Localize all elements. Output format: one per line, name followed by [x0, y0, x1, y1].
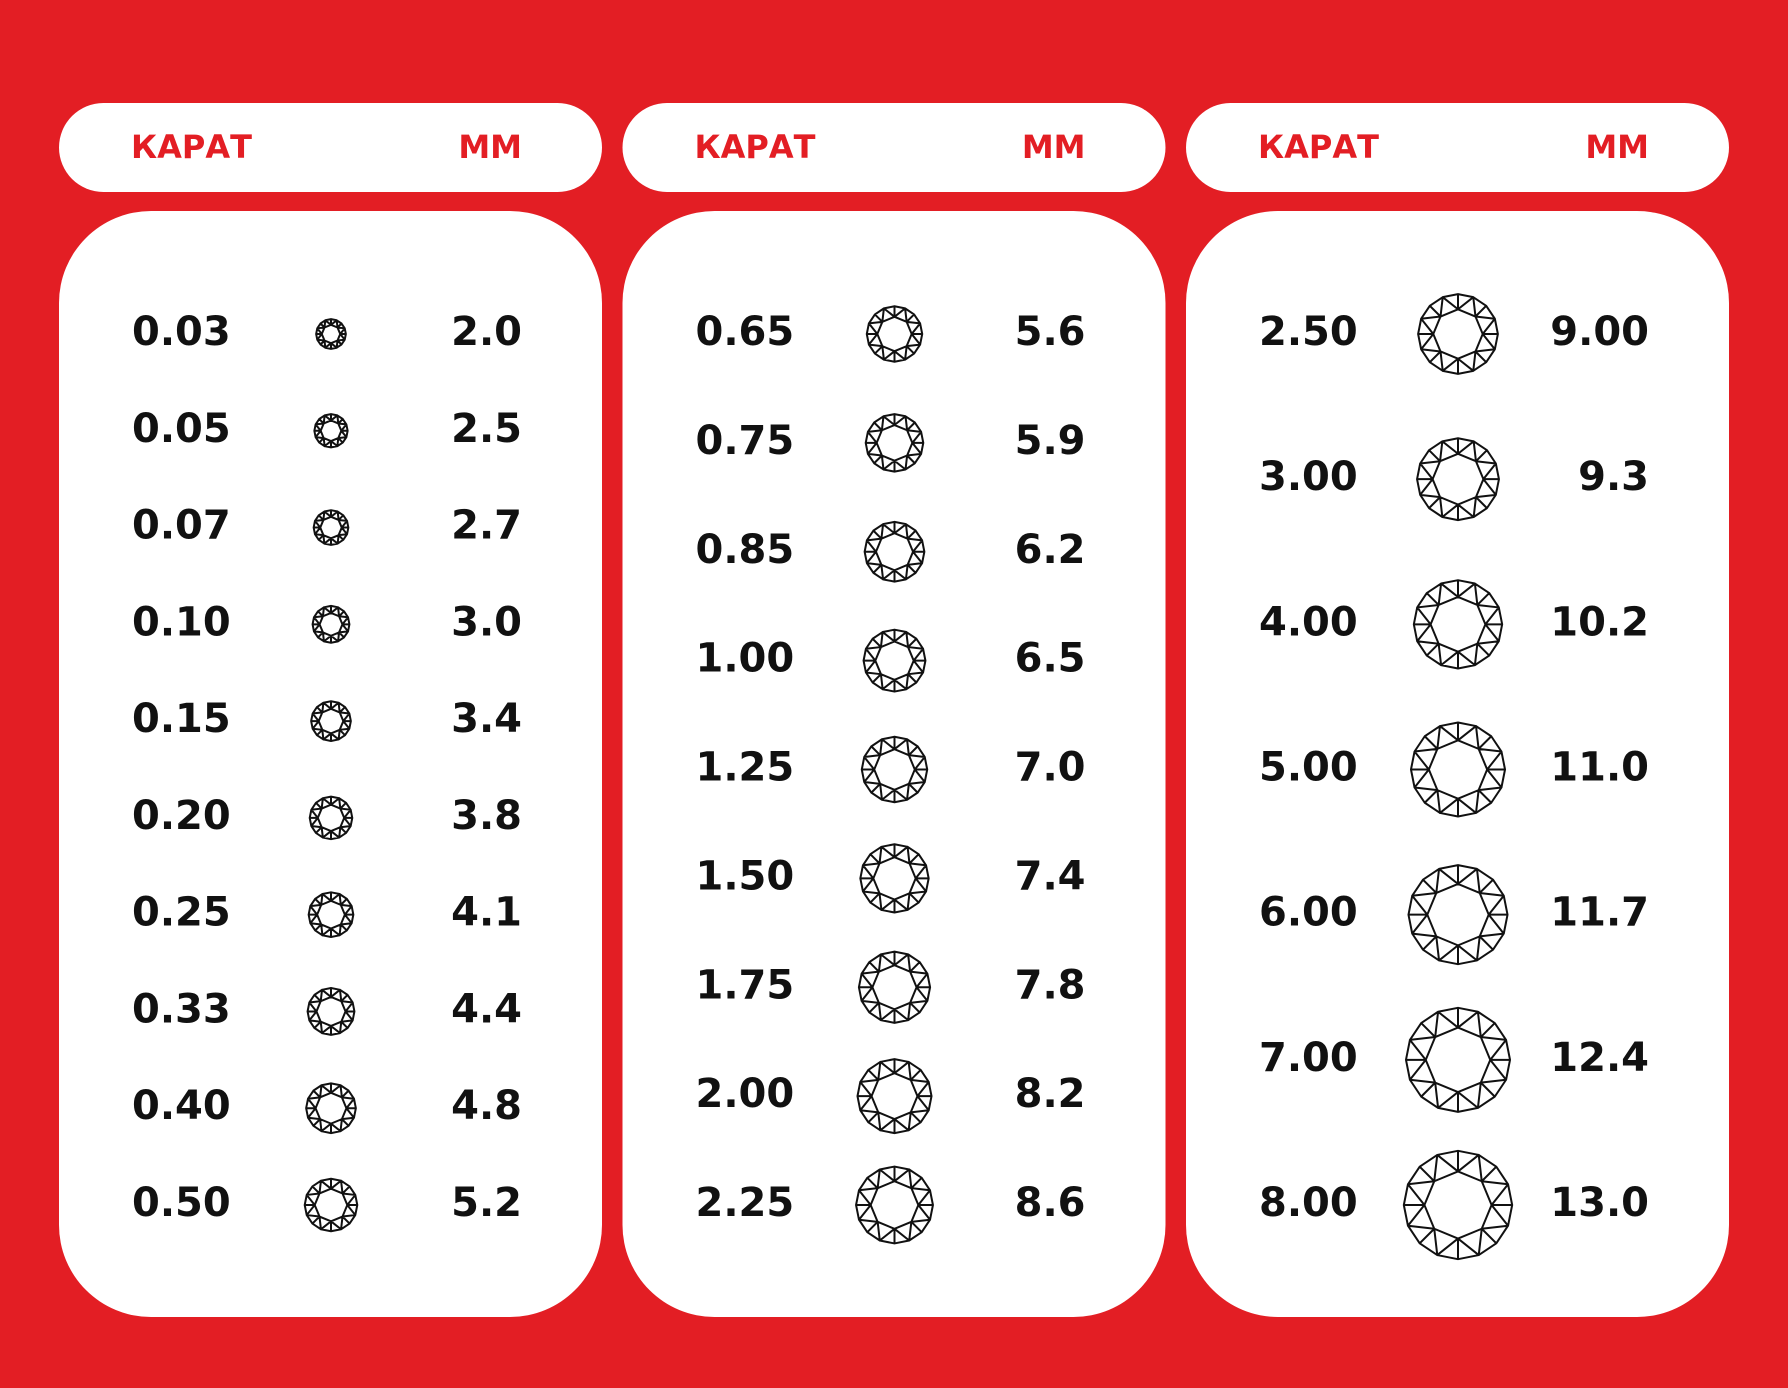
- diamond-icon: [862, 628, 927, 693]
- diamond-icon: [855, 1165, 934, 1245]
- diamond-icon: [313, 413, 349, 449]
- mm-value: 5.9: [1015, 418, 1086, 464]
- header-mm: ММ: [458, 128, 522, 166]
- diamond-icon: [307, 891, 355, 939]
- mm-value: 7.4: [1015, 853, 1086, 899]
- carat-value: 0.65: [696, 309, 795, 355]
- diamond-icon: [303, 1177, 359, 1233]
- carat-value: 1.25: [696, 745, 795, 791]
- header-carat: КАРАТ: [131, 128, 252, 166]
- mm-value: 4.8: [451, 1083, 522, 1129]
- diamond-icon: [1412, 579, 1504, 670]
- header-mm: ММ: [1022, 128, 1086, 166]
- carat-value: 0.07: [132, 503, 231, 549]
- carat-value: 0.25: [132, 890, 231, 936]
- diamond-icon: [1402, 1149, 1514, 1261]
- header-mm: ММ: [1585, 128, 1649, 166]
- diamond-icon: [1404, 1006, 1512, 1113]
- header-pill: [1186, 103, 1729, 192]
- mm-value: 10.2: [1550, 599, 1649, 645]
- mm-value: 8.6: [1015, 1180, 1086, 1226]
- carat-value: 3.00: [1259, 454, 1358, 500]
- diamond-icon: [1407, 864, 1509, 966]
- carat-value: 0.40: [132, 1083, 231, 1129]
- carat-value: 0.03: [132, 309, 231, 355]
- header-pill: [59, 103, 602, 192]
- mm-value: 2.5: [451, 406, 522, 452]
- mm-value: 6.5: [1015, 636, 1086, 682]
- carat-value: 0.15: [132, 696, 231, 742]
- diamond-icon: [305, 1082, 357, 1135]
- mm-value: 9.00: [1550, 309, 1649, 355]
- diamond-icon: [1417, 293, 1499, 375]
- header-carat: КАРАТ: [695, 128, 816, 166]
- carat-value: 2.25: [696, 1180, 795, 1226]
- header-pill: [622, 103, 1166, 192]
- mm-value: 3.4: [451, 696, 522, 742]
- carat-value: 0.10: [132, 599, 231, 645]
- diamond-icon: [310, 700, 352, 742]
- mm-value: 11.7: [1550, 890, 1649, 936]
- diamond-icon: [857, 950, 932, 1024]
- diamond-icon: [865, 305, 924, 363]
- carat-value: 0.20: [132, 793, 231, 839]
- carat-value: 0.75: [696, 418, 795, 464]
- carat-value: 6.00: [1259, 890, 1358, 936]
- carat-value: 8.00: [1259, 1180, 1358, 1226]
- carat-value: 0.85: [696, 527, 795, 573]
- diamond-icon: [863, 520, 926, 583]
- carat-value: 7.00: [1259, 1035, 1358, 1081]
- diamond-icon: [306, 987, 356, 1036]
- diamond-icon: [856, 1058, 933, 1135]
- mm-value: 11.0: [1550, 745, 1649, 791]
- carat-value: 5.00: [1259, 745, 1358, 791]
- header-carat: КАРАТ: [1258, 128, 1379, 166]
- diamond-icon: [308, 795, 354, 841]
- mm-value: 5.2: [451, 1180, 522, 1226]
- carat-value: 4.00: [1259, 599, 1358, 645]
- mm-value: 5.6: [1015, 309, 1086, 355]
- diamond-icon: [1416, 437, 1500, 522]
- mm-value: 6.2: [1015, 527, 1086, 573]
- carat-value: 2.50: [1259, 309, 1358, 355]
- card: [1186, 211, 1729, 1317]
- mm-value: 3.8: [451, 793, 522, 839]
- mm-value: 8.2: [1015, 1071, 1086, 1117]
- mm-value: 7.0: [1015, 745, 1086, 791]
- diamond-icon: [1409, 721, 1507, 818]
- carat-value: 0.33: [132, 986, 231, 1032]
- diamond-icon: [860, 735, 929, 804]
- diamond-icon: [864, 413, 925, 473]
- diamond-icon: [859, 843, 930, 914]
- mm-value: 13.0: [1550, 1180, 1649, 1226]
- carat-value: 1.00: [696, 636, 795, 682]
- carat-value: 0.05: [132, 406, 231, 452]
- carat-value: 2.00: [696, 1071, 795, 1117]
- mm-value: 9.3: [1578, 454, 1649, 500]
- mm-value: 3.0: [451, 599, 522, 645]
- mm-value: 2.7: [451, 503, 522, 549]
- carat-value: 1.75: [696, 962, 795, 1008]
- diamond-icon: [312, 509, 350, 546]
- carat-value: 0.50: [132, 1180, 231, 1226]
- mm-value: 12.4: [1550, 1035, 1649, 1081]
- card: [622, 211, 1166, 1317]
- mm-value: 7.8: [1015, 962, 1086, 1008]
- mm-value: 2.0: [451, 309, 522, 355]
- diamond-icon: [311, 604, 351, 644]
- carat-value: 1.50: [696, 853, 795, 899]
- diamond-icon: [315, 318, 347, 350]
- card: [59, 211, 602, 1317]
- mm-value: 4.1: [451, 890, 522, 936]
- mm-value: 4.4: [451, 986, 522, 1032]
